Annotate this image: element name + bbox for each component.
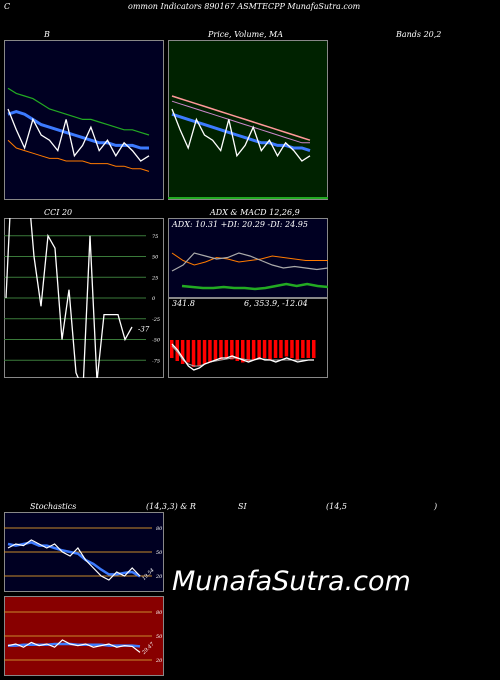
macd-hist-bar xyxy=(273,340,278,358)
stoch-tick-label: 20 xyxy=(155,574,163,580)
header-title: ommon Indicators 890167 ASMTECPP MunafaS… xyxy=(128,2,361,11)
rsi-params-close: ) xyxy=(434,502,438,511)
macd-hist-bar xyxy=(170,340,174,358)
stoch-tick-label: 80 xyxy=(156,526,163,532)
stoch-d-line xyxy=(7,541,141,578)
plus-di-line xyxy=(171,252,328,272)
header-letter: C xyxy=(4,2,11,11)
stoch-last-value: 19.54 xyxy=(141,567,155,581)
cci-tick-label: 25 xyxy=(151,275,158,281)
macd-hist-bar xyxy=(306,340,310,358)
cci-tick-label: -50 xyxy=(152,338,161,344)
rsi-params: (14,5 xyxy=(326,502,347,511)
cci-tick-label: 100 xyxy=(152,218,162,219)
cci-last-value: -37 xyxy=(138,326,150,334)
rsi-title: SI xyxy=(238,502,247,511)
macd-hist-bar xyxy=(191,340,196,367)
macd-hist-bar xyxy=(284,340,289,357)
rsi-line xyxy=(7,639,141,653)
macd-hist-bar xyxy=(246,340,250,361)
pv-ma-short-line xyxy=(171,112,311,153)
macd-chart xyxy=(170,340,316,371)
macd-hist-bar xyxy=(230,340,234,360)
cci-tick-label: 75 xyxy=(152,234,158,240)
adx-macd-title: ADX & MACD 12,26,9 xyxy=(210,208,300,217)
macd-hist-bar xyxy=(262,340,267,358)
macd-hist-bar xyxy=(268,340,272,360)
cci-chart: 1751501251007550250-25-50-75-100-125-150… xyxy=(4,218,162,378)
macd-label-left: 341.8 xyxy=(172,299,195,308)
cci-tick-label: -25 xyxy=(152,317,160,323)
stoch-params: (14,3,3) & R xyxy=(146,502,196,511)
macd-hist-bar xyxy=(312,340,316,358)
bollinger-chart xyxy=(7,87,150,172)
macd-hist-bar xyxy=(301,340,305,358)
minus-di-line xyxy=(171,252,328,266)
rsi-tick-label: 20 xyxy=(155,658,163,664)
rsi-last-value: 29.47 xyxy=(140,641,156,657)
bands-b-title: B xyxy=(44,30,50,39)
pv-ma-mid-line xyxy=(171,100,310,144)
macd-label-right: 6, 353.9, -12.04 xyxy=(244,299,308,308)
cci-tick-label: -75 xyxy=(152,358,160,364)
stoch-tick-label: 50 xyxy=(156,550,163,556)
macd-hist-bar xyxy=(257,340,261,358)
bb-middle-line xyxy=(7,110,149,150)
bb-price-line xyxy=(7,108,150,162)
macd-hist-bar xyxy=(219,340,223,360)
adx-line xyxy=(181,282,328,291)
macd-hist-bar xyxy=(235,340,239,361)
macd-hist-bar xyxy=(295,340,300,360)
macd-hist-bar xyxy=(224,340,229,358)
brand-watermark: MunafaSutra.com xyxy=(172,566,411,597)
macd-hist-bar xyxy=(202,340,207,364)
macd-hist-bar xyxy=(251,340,256,360)
cci-line xyxy=(5,218,133,378)
macd-hist-bar xyxy=(213,340,218,361)
pv-price-line xyxy=(171,108,311,162)
macd-hist-bar xyxy=(186,340,190,363)
rsi-tick-label: 80 xyxy=(156,610,163,616)
stoch-k-line xyxy=(7,539,141,581)
cci-title: CCI 20 xyxy=(44,208,73,217)
macd-hist-bar xyxy=(279,340,283,358)
rsi-tick-label: 50 xyxy=(156,634,163,640)
macd-hist-bar xyxy=(290,340,294,358)
bb-lower-line xyxy=(7,139,150,172)
price-volume-title: Price, Volume, MA xyxy=(208,30,284,39)
bands-title: Bands 20,2 xyxy=(396,30,442,39)
pv-ma-long-line xyxy=(171,95,311,141)
macd-hist-bar xyxy=(208,340,212,363)
macd-hist-bar xyxy=(241,340,245,363)
macd-line xyxy=(171,343,314,371)
adx-chart xyxy=(171,252,328,291)
price-volume-chart xyxy=(168,95,328,199)
volume-baseline xyxy=(168,197,328,199)
adx-values-label: ADX: 10.31 +DI: 20.29 -DI: 24.95 xyxy=(172,220,308,229)
stoch-title: Stochastics xyxy=(30,502,77,511)
cci-tick-label: 0 xyxy=(152,296,156,302)
cci-tick-label: 50 xyxy=(152,255,159,261)
bb-upper-line xyxy=(7,87,150,136)
macd-hist-bar xyxy=(180,340,185,364)
macd-hist-bar xyxy=(197,340,201,366)
